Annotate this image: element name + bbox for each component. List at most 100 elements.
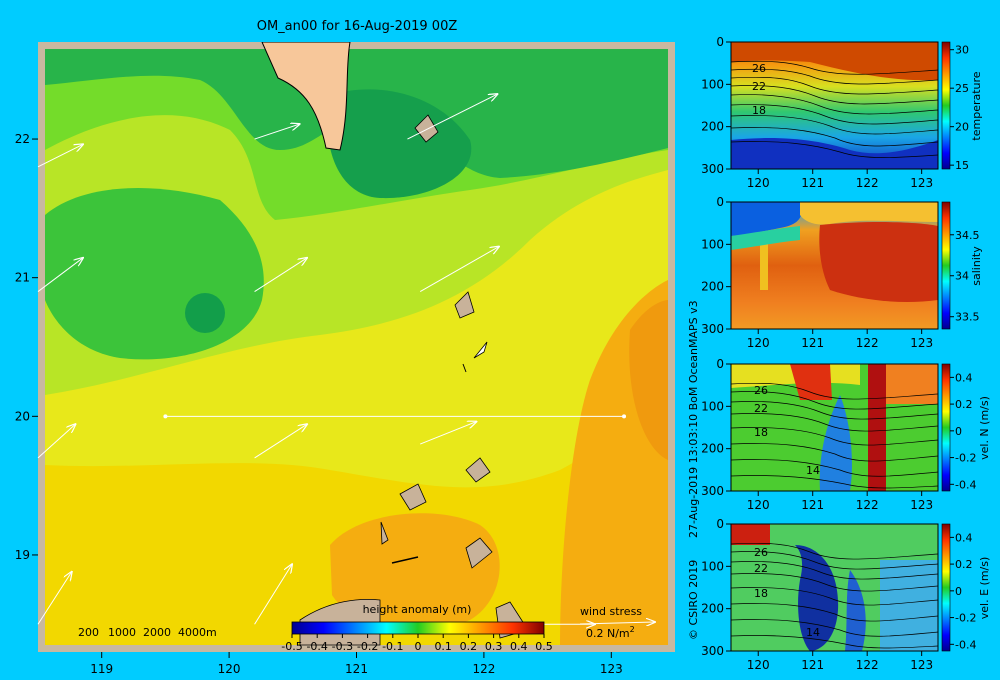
section-x-tick-label: 122 (856, 336, 879, 350)
copyright: © CSIRO 2019 (687, 560, 700, 640)
vel-e-westward-core (795, 545, 839, 651)
depth-legend-1000: 1000 (108, 626, 136, 639)
island (399, 483, 427, 511)
island (465, 537, 493, 569)
vel-e-contour-label: 14 (806, 626, 820, 639)
section-y-tick-label: 0 (716, 357, 724, 371)
section-x-tick-label: 123 (910, 498, 933, 512)
colorbar-tick-label: 15 (955, 159, 969, 172)
section-x-tick-label: 121 (801, 498, 824, 512)
wind-arrow (37, 572, 72, 625)
island (454, 291, 475, 319)
map-axes: 119 120 121 122 123 19 20 21 22 (15, 132, 623, 676)
section-x-tick-label: 123 (910, 658, 933, 672)
vel-e-axes: 120 121 122 123 0 100 200 300 (701, 517, 933, 672)
section-x-tick-label: 122 (856, 498, 879, 512)
section-y-tick-label: 100 (701, 77, 724, 91)
colorbar-tick-label: -0.1 (382, 640, 403, 653)
island (473, 341, 488, 359)
section-x-tick-label: 123 (910, 176, 933, 190)
island (465, 457, 491, 483)
temperature-contour-label: 22 (752, 80, 766, 93)
section-y-tick-label: 100 (701, 399, 724, 413)
section-y-tick-label: 200 (701, 280, 724, 294)
salinity-feature (760, 240, 768, 290)
depth-legend-2000: 2000 (143, 626, 171, 639)
section-y-tick-label: 0 (716, 35, 724, 49)
vel-n-contours (730, 382, 939, 489)
section-x-tick-label: 120 (747, 336, 770, 350)
section-x-tick-label: 122 (856, 658, 879, 672)
wind-arrow (407, 94, 497, 140)
colorbar-tick-label: 34 (955, 270, 969, 283)
salinity-colorbar-ticks: 33.5 34 34.5 (950, 229, 980, 324)
section-x-tick-label: 121 (801, 176, 824, 190)
section-y-tick-label: 0 (716, 517, 724, 531)
salinity-frame (730, 201, 939, 330)
wind-stress-scale: 0.2 N/m2 (586, 625, 635, 640)
colorbar-tick-label: 0.2 (955, 398, 973, 411)
colorbar-tick-label: 0 (955, 585, 962, 598)
map-x-tick-label: 120 (218, 662, 241, 676)
wind-arrow (37, 144, 83, 168)
map-x-tick-label: 121 (345, 662, 368, 676)
colorbar-tick-label: -0.5 (281, 640, 302, 653)
colorbar-tick-label: 33.5 (955, 311, 980, 324)
colorbar-tick-label: 0 (415, 640, 422, 653)
temperature-contour-label: 26 (752, 62, 766, 75)
field-low-west (185, 293, 225, 333)
salinity-axes: 120 121 122 123 0 100 200 300 (701, 195, 933, 350)
island (391, 556, 419, 564)
colorbar-tick-label: 0.4 (510, 640, 528, 653)
temperature-contour-label: 18 (752, 104, 766, 117)
section-end-marker (622, 414, 627, 419)
field-low-north (327, 89, 472, 199)
wind-arrow (254, 124, 300, 140)
vel-n-axes: 120 121 122 123 0 100 200 300 (701, 357, 933, 512)
credit-text: 27-Aug-2019 13:03:10 BoM OceanMAPS v3 (687, 300, 700, 538)
section-y-tick-label: 300 (701, 644, 724, 658)
section-y-tick-label: 100 (701, 237, 724, 251)
colorbar-tick-label: 0.3 (485, 640, 503, 653)
vel-n-contour-label: 26 (754, 384, 768, 397)
map-y-tick-label: 19 (15, 548, 30, 562)
depth-legend-4000: 4000m (178, 626, 217, 639)
section-y-tick-label: 300 (701, 162, 724, 176)
salinity-surface-layer (800, 202, 938, 225)
colorbar-tick-label: 25 (955, 82, 969, 95)
vel-n-strong-jet (868, 364, 886, 491)
section-x-tick-label: 120 (747, 658, 770, 672)
temperature-colorbar (941, 41, 951, 170)
colorbar-tick-label: 0.2 (460, 640, 478, 653)
temperature-cold-layer (731, 138, 938, 169)
salinity-max-layer (819, 222, 938, 302)
vel-e-contour-label: 22 (754, 562, 768, 575)
vel-e-surface (731, 524, 770, 545)
salinity-fresh-surface (731, 202, 802, 236)
wind-arrow (37, 424, 76, 459)
height-anomaly-field (45, 42, 668, 646)
colorbar-title: height anomaly (m) (363, 603, 472, 616)
salinity-colorbar (941, 201, 951, 330)
chart-title: OM_an00 for 16-Aug-2019 00Z (257, 19, 458, 34)
vel-n-east-surface (886, 364, 938, 404)
height-colorbar-ticks: -0.5 -0.4 -0.3 -0.2 -0.1 0 0.1 0.2 0.3 0.4 0.5 (281, 634, 553, 653)
section-x-tick-label: 121 (801, 336, 824, 350)
colorbar-tick-label: -0.2 (955, 452, 976, 465)
colorbar-tick-label: 0 (955, 425, 962, 438)
depth-legend-200: 200 (78, 626, 99, 639)
wind-arrow (37, 258, 83, 292)
temperature-warm-layer (731, 42, 938, 81)
wind-arrows (37, 94, 595, 625)
vel-e-colorbar (941, 523, 951, 652)
wind-arrow (419, 247, 499, 292)
map-y-tick-label: 22 (15, 132, 30, 146)
colorbar-tick-label: 30 (955, 44, 969, 57)
colorbar-tick-label: -0.2 (357, 640, 378, 653)
temperature-colorbar-ticks: 15 20 25 30 (950, 44, 969, 172)
island (462, 363, 467, 373)
vel-n-contour-label: 18 (754, 426, 768, 439)
